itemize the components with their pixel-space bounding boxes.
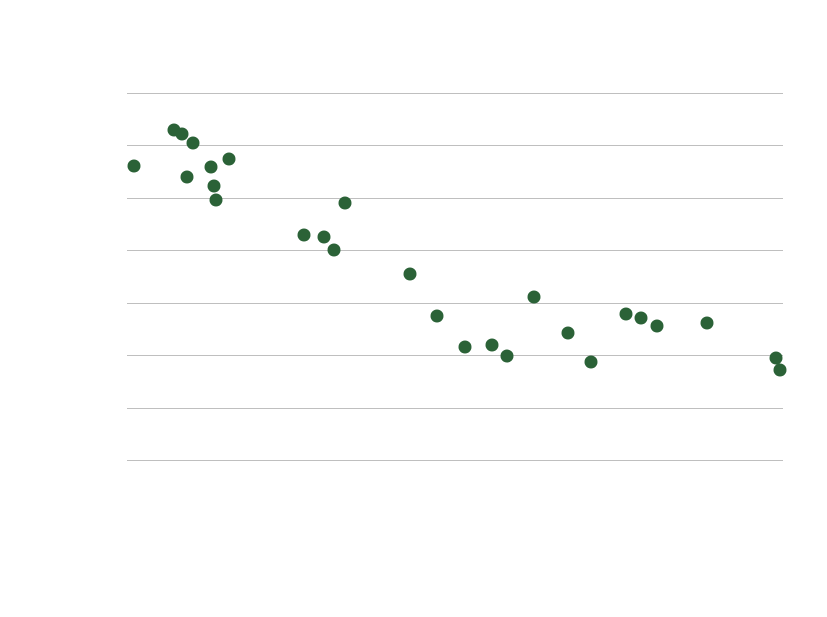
data-point xyxy=(204,161,217,174)
data-point xyxy=(700,316,713,329)
data-point xyxy=(317,231,330,244)
data-point xyxy=(223,152,236,165)
data-point xyxy=(635,312,648,325)
gridline xyxy=(127,355,783,356)
scatter-chart xyxy=(0,0,827,617)
data-point xyxy=(298,228,311,241)
data-point xyxy=(207,180,220,193)
gridline xyxy=(127,408,783,409)
gridline xyxy=(127,303,783,304)
data-point xyxy=(619,308,632,321)
data-point xyxy=(651,320,664,333)
data-point xyxy=(404,267,417,280)
data-point xyxy=(127,160,140,173)
data-point xyxy=(459,341,472,354)
data-point xyxy=(430,309,443,322)
gridline xyxy=(127,198,783,199)
gridline xyxy=(127,460,783,461)
gridline xyxy=(127,250,783,251)
data-point xyxy=(181,170,194,183)
data-point xyxy=(527,291,540,304)
gridline xyxy=(127,93,783,94)
data-point xyxy=(773,363,786,376)
data-point xyxy=(327,244,340,257)
data-point xyxy=(561,327,574,340)
data-point xyxy=(485,338,498,351)
data-point xyxy=(585,355,598,368)
data-point xyxy=(338,197,351,210)
data-point xyxy=(186,136,199,149)
data-point xyxy=(501,350,514,363)
data-point xyxy=(210,194,223,207)
gridline xyxy=(127,145,783,146)
data-point xyxy=(770,351,783,364)
